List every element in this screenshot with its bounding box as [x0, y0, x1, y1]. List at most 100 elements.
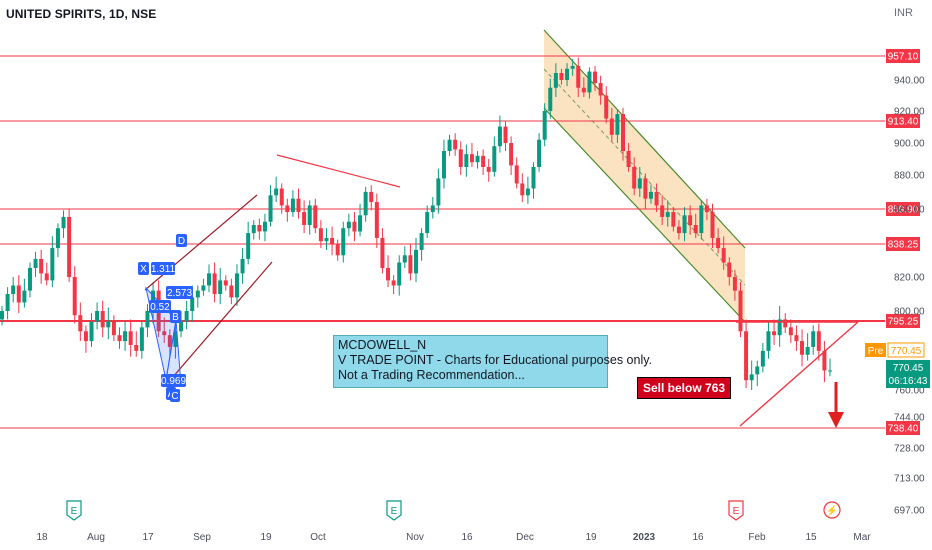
candle: [537, 133, 542, 172]
candle: [307, 200, 312, 235]
candle: [559, 68, 564, 85]
event-icons: E E E ⚡: [66, 500, 841, 521]
time-tick-label: 17: [142, 532, 154, 543]
sell-label: Sell below 763: [637, 377, 732, 399]
time-tick-label: Nov: [406, 532, 424, 543]
price-tick-label: 800.00: [894, 307, 925, 318]
candle: [302, 200, 307, 234]
pre-market-tag: Pre 770.45: [865, 342, 925, 358]
candle: [374, 193, 379, 249]
pattern-ratio-bc[interactable]: 2.573: [166, 286, 193, 299]
candle: [78, 302, 83, 342]
candle: [89, 313, 94, 347]
svg-text:06:16:43: 06:16:43: [889, 376, 928, 387]
candle: [5, 287, 10, 320]
horizontal-levels: [0, 55, 885, 429]
candle: [693, 213, 698, 238]
candle: [386, 255, 391, 288]
event-icon[interactable]: E: [728, 500, 744, 521]
svg-text:738.40: 738.40: [888, 424, 919, 435]
candle: [83, 325, 88, 353]
candle: [777, 305, 782, 347]
price-tick-label: 900.00: [894, 139, 925, 150]
candle: [699, 200, 704, 240]
pattern-ratio-ab[interactable]: 0.52: [149, 300, 171, 313]
candle: [788, 319, 793, 344]
candle: [660, 195, 665, 226]
candle: [139, 321, 144, 359]
time-axis[interactable]: 18 Aug 17 Sep 19 Oct Nov 16 Dec 19 2023 16 Feb 15 Mar: [36, 532, 871, 543]
candle: [285, 198, 290, 222]
candle: [296, 188, 301, 219]
event-icon[interactable]: E: [66, 500, 82, 521]
wedge-lower-line: [739, 321, 859, 427]
candle: [402, 246, 407, 268]
candle: [27, 262, 32, 298]
candle: [128, 319, 133, 357]
candle: [520, 173, 525, 203]
svg-text:X: X: [140, 264, 147, 275]
candle: [598, 75, 603, 105]
down-arrow-icon: [828, 382, 844, 428]
candle: [201, 278, 206, 296]
price-tick-label: 940.00: [894, 76, 925, 87]
candle: [760, 343, 765, 373]
candle: [16, 275, 21, 314]
candle: [548, 78, 553, 119]
pattern-label-c[interactable]: C: [170, 389, 180, 402]
level-tag: 957.10: [886, 49, 920, 63]
candle: [397, 255, 402, 296]
svg-text:859.90: 859.90: [888, 205, 919, 216]
svg-text:957.10: 957.10: [888, 52, 919, 63]
pattern-ratio-cd[interactable]: 0.969: [161, 374, 186, 387]
candle: [240, 248, 245, 284]
pattern-label-b[interactable]: B: [170, 310, 181, 323]
candle: [380, 228, 385, 274]
candle: [503, 121, 508, 151]
candle: [794, 325, 799, 351]
svg-text:E: E: [733, 506, 740, 517]
time-tick-label: 18: [36, 532, 48, 543]
price-tick-label: 744.00: [894, 413, 925, 424]
event-icon[interactable]: ⚡: [823, 501, 841, 519]
price-tick-label: 760.00: [894, 386, 925, 397]
candle: [167, 329, 172, 357]
candle: [39, 249, 44, 284]
pattern-label-d[interactable]: D: [176, 234, 187, 247]
educational-note: MCDOWELL_N V TRADE POINT - Charts for Ed…: [333, 335, 652, 388]
time-tick-label: Sep: [193, 532, 211, 543]
candle: [531, 162, 536, 199]
candle: [425, 205, 430, 238]
svg-text:1.311: 1.311: [151, 264, 176, 275]
svg-text:795.25: 795.25: [888, 317, 919, 328]
candle: [738, 282, 743, 338]
svg-text:913.40: 913.40: [888, 117, 919, 128]
svg-text:770.45: 770.45: [891, 346, 922, 357]
candle: [324, 228, 329, 250]
candle: [732, 269, 737, 301]
pattern-label-x[interactable]: X: [138, 262, 149, 275]
event-icon[interactable]: E: [386, 500, 402, 521]
candle: [671, 207, 676, 232]
svg-text:C: C: [171, 391, 178, 402]
svg-text:Pre: Pre: [868, 346, 884, 357]
candle: [766, 321, 771, 359]
time-tick-label: 19: [260, 532, 272, 543]
candle: [565, 63, 570, 87]
candle: [632, 157, 637, 196]
candle: [369, 185, 374, 211]
price-axis[interactable]: 957.10 913.40 859.90 838.25 795.25 738.40 940.…: [886, 49, 925, 517]
svg-text:838.25: 838.25: [888, 240, 919, 251]
time-tick-label: 19: [585, 532, 597, 543]
candle: [525, 176, 530, 204]
pattern-ratio-xa[interactable]: 1.311: [151, 262, 176, 275]
candle: [44, 262, 49, 286]
candle: [481, 149, 486, 175]
candle: [509, 136, 514, 175]
candle: [441, 139, 446, 189]
candle: [772, 319, 777, 345]
candle: [621, 107, 625, 161]
candle: [710, 203, 715, 249]
price-tick-label: 860.00: [894, 204, 925, 215]
